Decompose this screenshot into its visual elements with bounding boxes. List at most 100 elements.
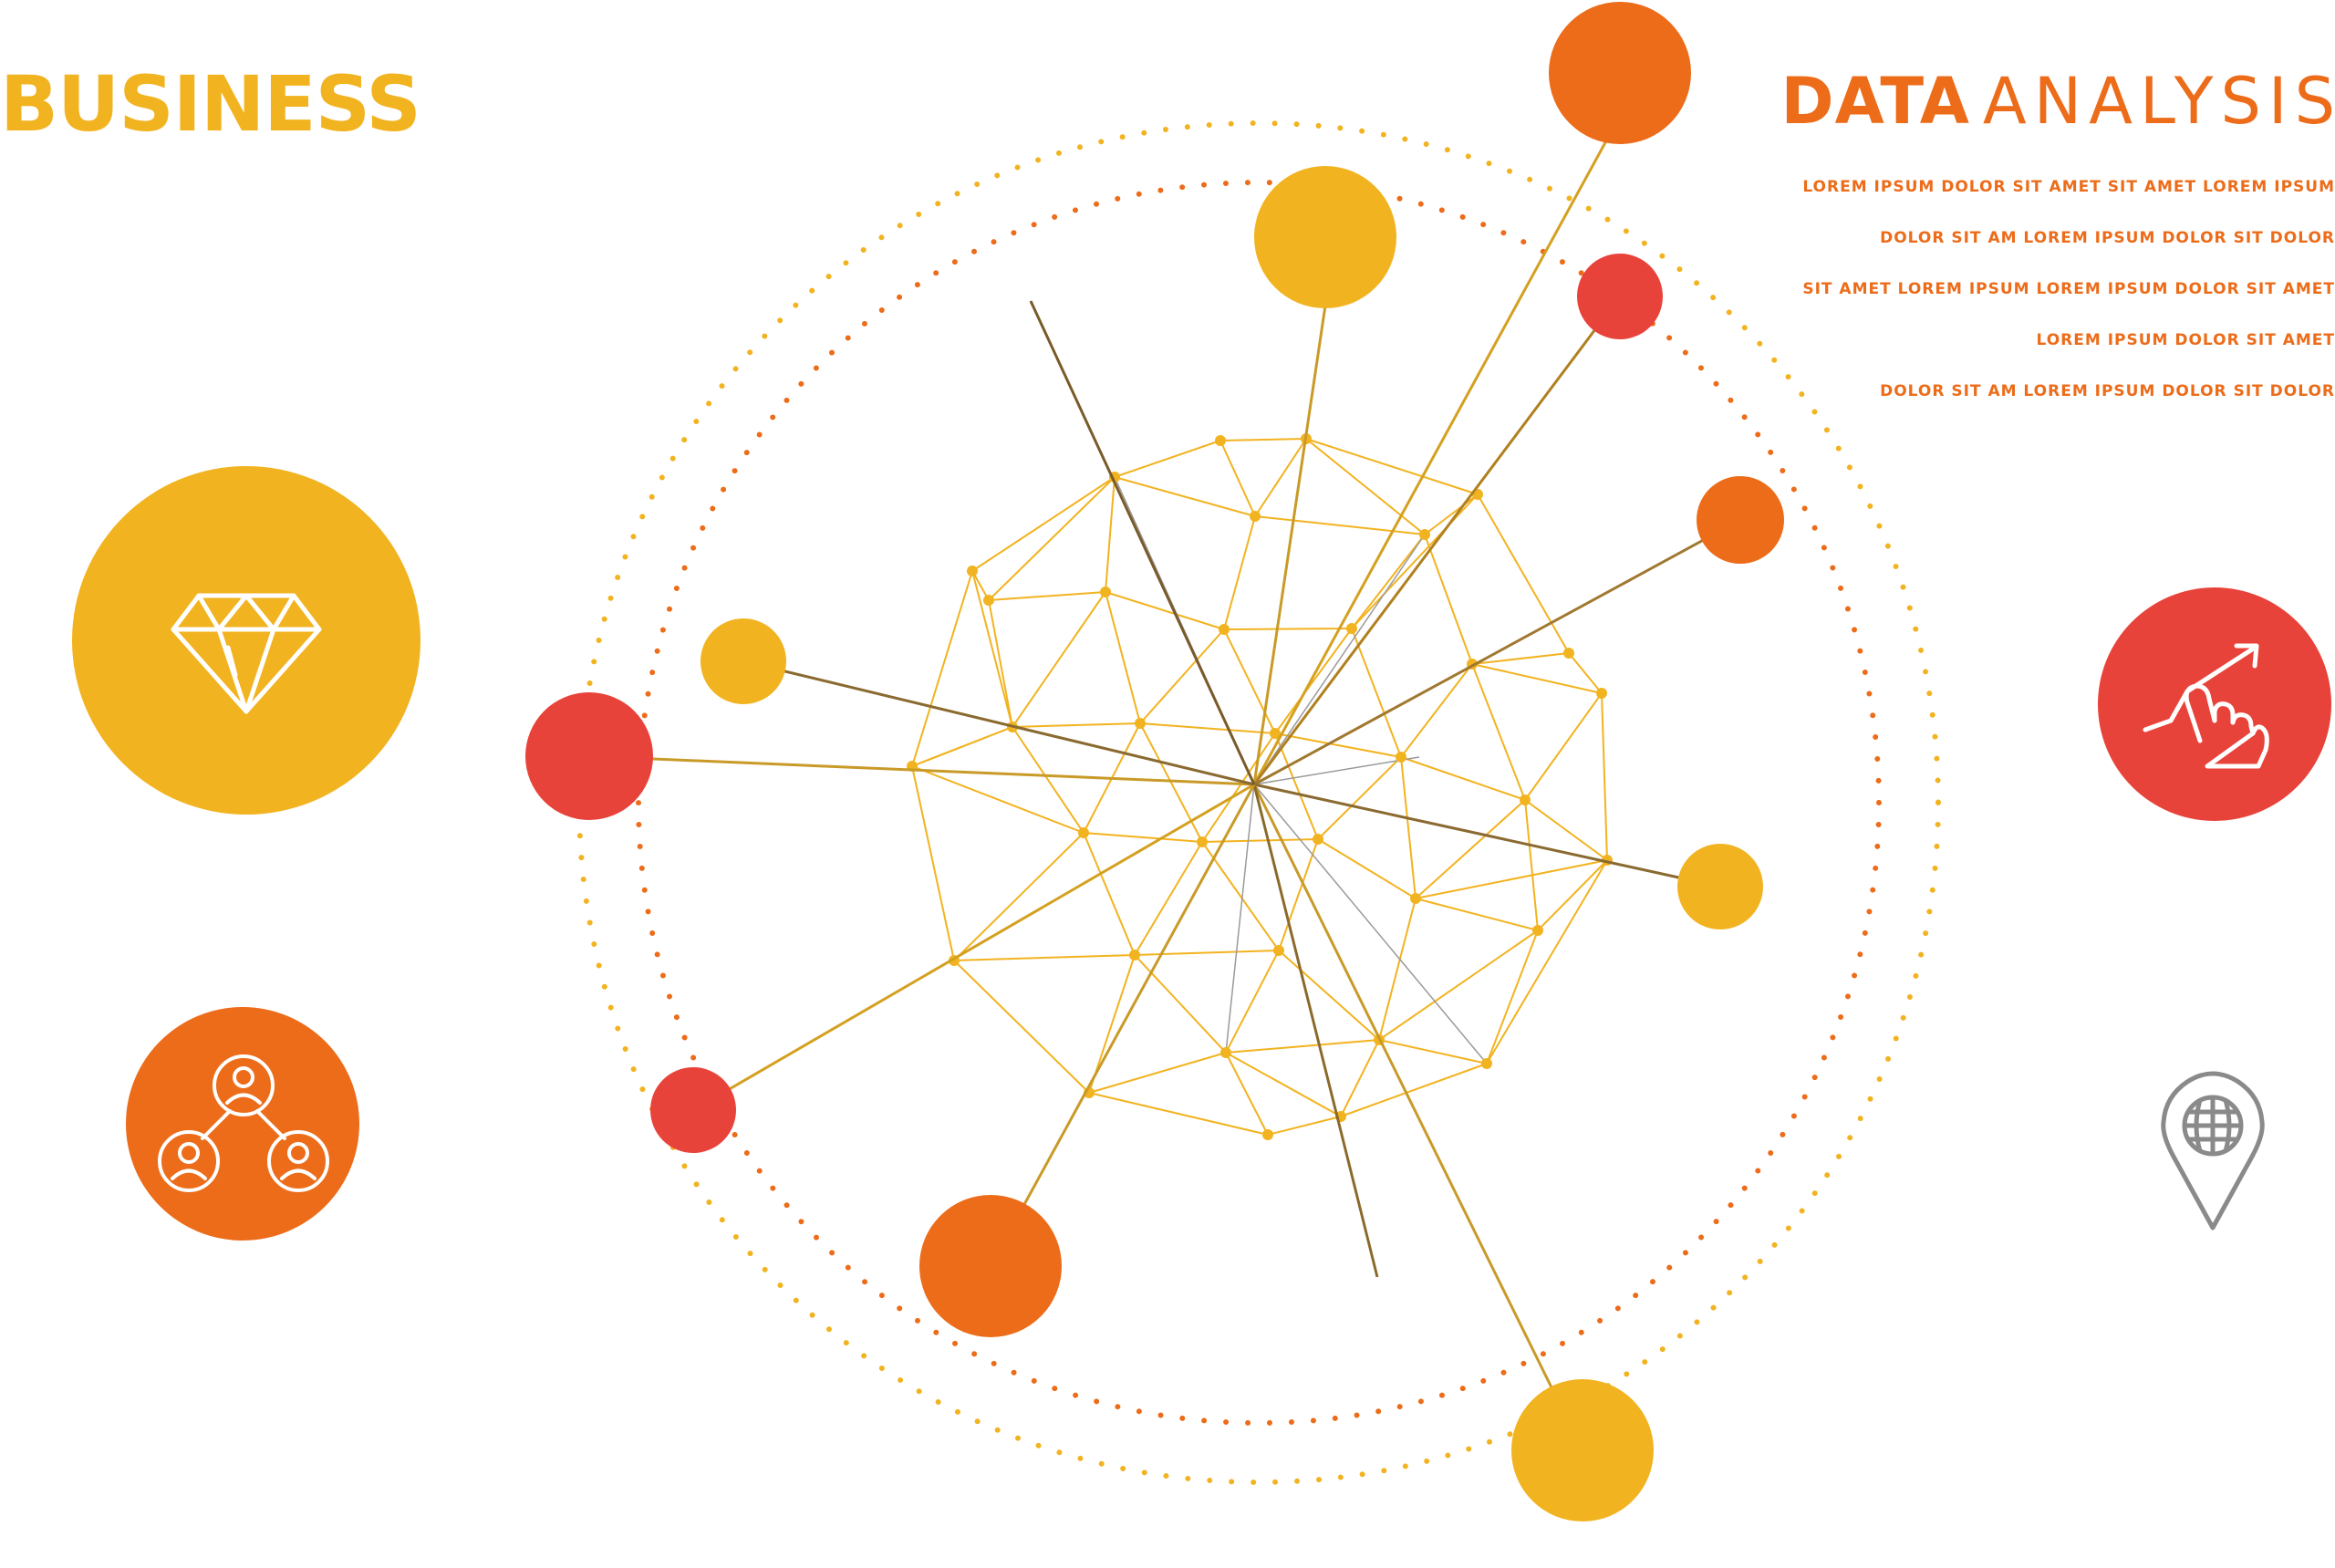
mesh-vertex: [1273, 945, 1284, 956]
mesh-edge: [1083, 832, 1203, 843]
lorem-line-2: DOLOR SIT AM LOREM IPSUM DOLOR SIT DOLOR: [1880, 229, 2335, 247]
mesh-edge: [1424, 534, 1473, 665]
mesh-edge: [988, 599, 1013, 728]
mesh-vertex: [1410, 893, 1421, 904]
mesh-edge: [988, 591, 1106, 601]
mesh-edge: [1278, 838, 1319, 951]
mesh-edge: [911, 765, 955, 961]
node-top-orange: [1549, 2, 1691, 144]
mesh-vertex: [1532, 925, 1543, 936]
mesh-vertex: [1481, 1058, 1492, 1069]
mesh-edge: [1088, 1092, 1269, 1136]
mesh-edge: [1351, 493, 1479, 629]
mesh-vertex: [1220, 1047, 1231, 1058]
mesh-vertex: [1596, 688, 1607, 699]
mesh-edge: [1267, 1116, 1342, 1136]
mesh-edge: [1134, 950, 1280, 956]
mesh-edge: [1524, 799, 1539, 931]
mesh-vertex: [1129, 950, 1140, 961]
mesh-edge: [1274, 732, 1402, 758]
mesh-edge: [1225, 950, 1280, 1054]
mesh-edge: [1219, 440, 1256, 517]
location-globe-icon: [2161, 1071, 2265, 1231]
mesh-vertex: [1250, 511, 1261, 522]
mesh-vertex: [1520, 794, 1531, 805]
data-analysis-title-strong: DATA: [1780, 64, 1970, 139]
mesh-edge: [1378, 898, 1417, 1041]
outer-nodes: [525, 2, 1784, 1521]
mesh-edge: [1225, 1039, 1380, 1054]
mesh-edge: [1134, 841, 1203, 956]
mesh-vertex: [1100, 587, 1111, 597]
mesh-vertex: [1313, 834, 1323, 845]
spoke-lower-left-red: [692, 783, 1255, 1112]
mesh-edge: [1351, 534, 1426, 629]
mesh-edge: [971, 476, 1116, 572]
mesh-center-thread: [1225, 784, 1255, 1054]
mesh-edge: [1415, 799, 1526, 899]
mesh-edge: [1471, 663, 1603, 694]
mesh-vertex: [1078, 827, 1089, 838]
mesh-vertex: [1197, 836, 1208, 847]
data-analysis-title: DATA ANALYSIS: [1781, 69, 2335, 133]
mesh-edge: [1340, 1063, 1488, 1117]
mesh-vertex: [1135, 718, 1146, 729]
mesh-edge: [1012, 722, 1141, 728]
mesh-vertex: [1262, 1129, 1273, 1140]
mesh-edge: [1524, 692, 1603, 801]
dotted-orbits: [576, 120, 1941, 1485]
node-left-yellow: [700, 618, 786, 704]
mesh-edge: [1378, 929, 1539, 1041]
spoke-bottom-right: [1252, 784, 1584, 1451]
node-top-yellow: [1254, 166, 1396, 308]
mesh-edge: [971, 570, 1013, 728]
mesh-edge: [1486, 929, 1539, 1064]
mesh-edge: [953, 954, 1136, 961]
spoke-left-yellow: [742, 659, 1255, 786]
mesh-edge: [1012, 591, 1106, 728]
mesh-edge: [1225, 1052, 1269, 1136]
mesh-edge: [1219, 438, 1307, 441]
mesh-edge: [1378, 1039, 1488, 1064]
business-title: BUSINESS: [0, 59, 421, 149]
spokes: [588, 115, 1741, 1451]
lorem-line-4: LOREM IPSUM DOLOR SIT AMET: [2036, 331, 2335, 349]
mesh-edge: [1424, 493, 1479, 535]
mesh-edge: [1105, 591, 1225, 630]
spoke-bottom-center: [1252, 784, 1379, 1278]
mesh-edge: [1317, 756, 1402, 840]
mesh-center-thread: [1253, 784, 1488, 1064]
spoke-bottom-left-orange: [989, 784, 1256, 1267]
node-right-yellow: [1677, 844, 1763, 929]
outer-dotted-ring: [576, 120, 1941, 1485]
growth-circle: [2098, 587, 2331, 821]
mesh-edge: [1486, 859, 1608, 1064]
mesh-edge: [1225, 1052, 1342, 1117]
mesh-edge: [1471, 663, 1526, 801]
node-bottom-right-yellow: [1511, 1379, 1654, 1521]
lorem-line-1: LOREM IPSUM DOLOR SIT AMET SIT AMET LORE…: [1802, 178, 2335, 196]
hand-growth-icon: [2143, 643, 2269, 769]
lorem-text-block: LOREM IPSUM DOLOR SIT AMET SIT AMET LORE…: [1769, 171, 2335, 427]
node-upper-right-red: [1577, 254, 1663, 339]
spoke-top-center: [1252, 305, 1327, 785]
spoke-right-orange: [1253, 518, 1741, 786]
lorem-line-3: SIT AMET LOREM IPSUM LOREM IPSUM DOLOR S…: [1802, 280, 2335, 298]
mesh-edge: [1524, 799, 1608, 861]
mesh-vertex: [1396, 752, 1406, 763]
mesh-edge: [1083, 832, 1136, 956]
spoke-upper-right-red: [1252, 296, 1622, 785]
location-pin: [2161, 1071, 2265, 1231]
node-right-orange: [1697, 476, 1784, 564]
mesh-vertex: [1419, 529, 1430, 540]
spoke-left-red: [588, 754, 1255, 786]
diamond-circle: [72, 466, 420, 815]
mesh-edge: [1415, 859, 1608, 899]
mesh-edge: [1012, 726, 1084, 834]
mesh-edge: [971, 570, 990, 601]
mesh-edge: [1400, 756, 1417, 899]
mesh-edge: [1254, 438, 1307, 517]
node-left-red: [525, 692, 653, 820]
mesh-edge: [1201, 732, 1276, 843]
